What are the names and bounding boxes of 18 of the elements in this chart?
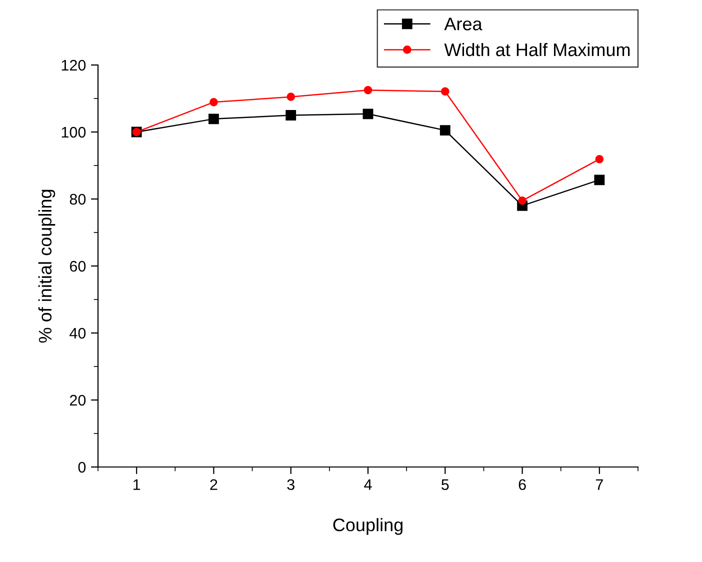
y-tick-label: 120 <box>62 60 86 71</box>
x-axis-title: Coupling <box>333 518 402 535</box>
x-tick-label: 5 <box>442 479 449 490</box>
x-tick-label: 6 <box>518 479 526 490</box>
legend-label: Area <box>444 18 482 30</box>
y-tick-label: 20 <box>70 394 86 406</box>
x-tick-label: 3 <box>287 479 294 490</box>
y-tick-label: 40 <box>70 328 86 339</box>
y-tick-label: 60 <box>70 260 86 272</box>
x-tick-label: 7 <box>596 479 603 490</box>
y-tick-label: 0 <box>78 462 86 473</box>
x-tick-label: 4 <box>364 479 372 490</box>
y-axis-title: % of initial coupling <box>38 190 56 343</box>
legend-label: Width at Half Maximum <box>444 42 630 56</box>
y-tick-label: 100 <box>62 126 86 138</box>
x-tick-label: 1 <box>133 479 140 490</box>
x-tick-label: 2 <box>210 479 218 490</box>
y-tick-label: 80 <box>70 194 86 205</box>
